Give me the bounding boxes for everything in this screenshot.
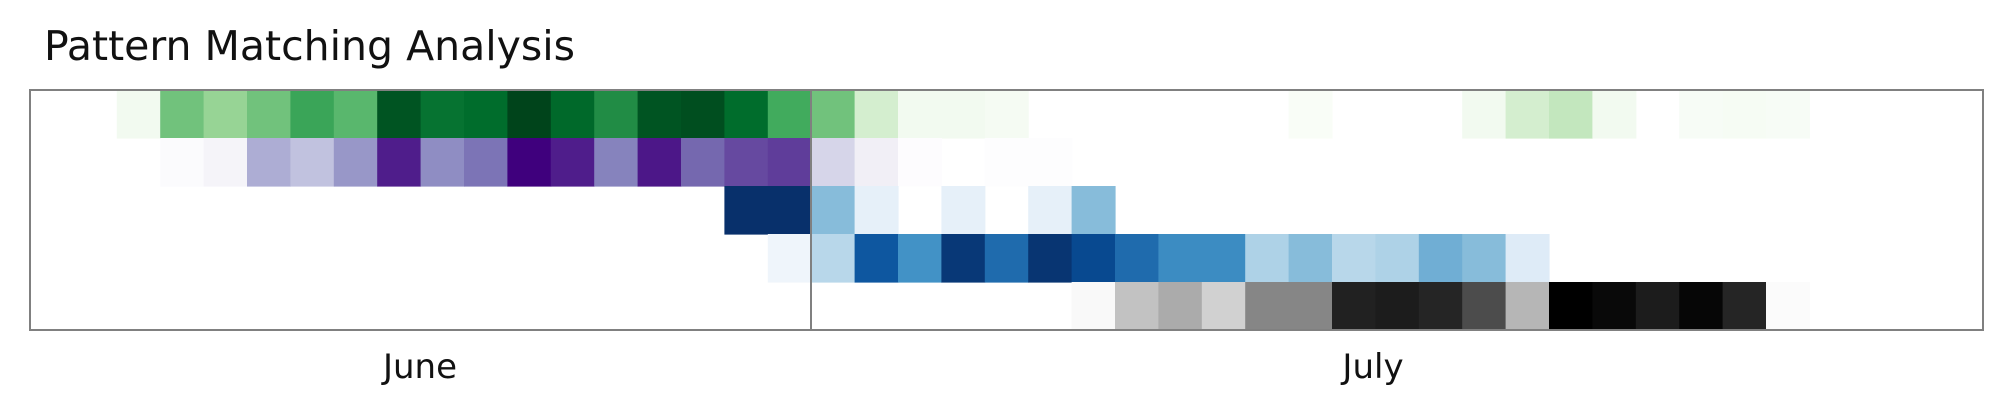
heatmap-cell-r1-c10	[464, 138, 508, 187]
heatmap-cell-r4-c25	[1115, 282, 1159, 331]
heatmap-cell-r0-c8	[377, 90, 422, 139]
heatmap-cells	[116, 90, 1810, 331]
chart-title: Pattern Matching Analysis	[44, 22, 575, 70]
heatmap-cell-r0-c10	[464, 90, 508, 139]
heatmap-cell-r1-c4	[203, 138, 248, 187]
heatmap-cell-r0-c21	[941, 90, 986, 139]
heatmap-cell-r2-c17	[767, 186, 812, 235]
heatmap-cell-r0-c3	[160, 90, 205, 139]
heatmap-cell-r1-c18	[811, 138, 856, 187]
plot-frame	[29, 89, 1984, 331]
x-label-june: June	[381, 347, 457, 387]
heatmap-cell-r1-c5	[247, 138, 291, 187]
heatmap-cell-r4-c27	[1201, 282, 1246, 331]
heatmap-cell-r1-c7	[333, 138, 378, 187]
heatmap-cell-r0-c29	[1288, 90, 1333, 139]
heatmap-cell-r1-c19	[854, 138, 899, 187]
heatmap-cell-r3-c24	[1071, 234, 1116, 283]
heatmap-cell-r4-c26	[1158, 282, 1203, 331]
heatmap-cell-r3-c34	[1505, 234, 1550, 283]
heatmap-cell-r4-c31	[1375, 282, 1420, 331]
heatmap-cell-r2-c19	[854, 186, 899, 235]
heatmap-cell-r3-c26	[1158, 234, 1203, 283]
heatmap-cell-r3-c17	[767, 234, 812, 283]
heatmap-cell-r1-c13	[594, 138, 639, 187]
heatmap-cell-r4-c36	[1592, 282, 1637, 331]
heatmap-cell-r0-c12	[550, 90, 595, 139]
heatmap-cell-r3-c25	[1115, 234, 1159, 283]
heatmap-cell-r4-c32	[1418, 282, 1463, 331]
heatmap-cell-r1-c17	[767, 138, 812, 187]
heatmap-cell-r4-c28	[1245, 282, 1290, 331]
heatmap-cell-r3-c22	[984, 234, 1029, 283]
heatmap-cell-r3-c32	[1418, 234, 1463, 283]
heatmap-cell-r0-c34	[1505, 90, 1550, 139]
heatmap-cell-r3-c30	[1332, 234, 1376, 283]
heatmap-cell-r1-c9	[420, 138, 465, 187]
heatmap-cell-r0-c33	[1462, 90, 1507, 139]
heatmap-cell-r2-c24	[1071, 186, 1116, 235]
heatmap-cell-r4-c34	[1505, 282, 1550, 331]
heatmap-cell-r0-c9	[420, 90, 465, 139]
heatmap-cell-r0-c11	[507, 90, 552, 139]
heatmap-cell-r4-c30	[1332, 282, 1376, 331]
heatmap-cell-r0-c39	[1722, 90, 1767, 139]
heatmap-cell-r1-c8	[377, 138, 422, 187]
heatmap-cell-r0-c36	[1592, 90, 1637, 139]
heatmap-cell-r3-c20	[898, 234, 942, 283]
heatmap-cell-r3-c19	[854, 234, 899, 283]
heatmap-cell-r1-c11	[507, 138, 552, 187]
heatmap-cell-r0-c40	[1766, 90, 1810, 139]
heatmap-cell-r0-c35	[1549, 90, 1593, 139]
heatmap-cell-r4-c39	[1722, 282, 1767, 331]
heatmap-cell-r3-c28	[1245, 234, 1290, 283]
heatmap-cell-r0-c14	[637, 90, 682, 139]
heatmap-cell-r1-c6	[290, 138, 335, 187]
heatmap-cell-r0-c6	[290, 90, 335, 139]
heatmap-cell-r3-c29	[1288, 234, 1333, 283]
heatmap-cell-r0-c15	[681, 90, 725, 139]
heatmap-cell-r4-c38	[1679, 282, 1724, 331]
heatmap-cell-r2-c21	[941, 186, 986, 235]
heatmap-cell-r1-c20	[898, 138, 942, 187]
heatmap-cell-r0-c22	[984, 90, 1029, 139]
heatmap-cell-r2-c18	[811, 186, 856, 235]
heatmap-cell-r1-c23	[1028, 138, 1073, 187]
heatmap-cell-r1-c22	[984, 138, 1029, 187]
heatmap-cell-r0-c17	[767, 90, 812, 139]
heatmap-cell-r4-c37	[1635, 282, 1680, 331]
heatmap-cell-r0-c16	[724, 90, 769, 139]
heatmap-cell-r0-c5	[247, 90, 291, 139]
heatmap-cell-r1-c15	[681, 138, 725, 187]
heatmap-cell-r1-c12	[550, 138, 595, 187]
heatmap-cell-r3-c18	[811, 234, 856, 283]
heatmap-cell-r0-c13	[594, 90, 639, 139]
heatmap-cell-r1-c3	[160, 138, 205, 187]
heatmap-cell-r4-c40	[1766, 282, 1810, 331]
heatmap-cell-r3-c21	[941, 234, 986, 283]
heatmap-cell-r0-c4	[203, 90, 248, 139]
heatmap-cell-r4-c24	[1071, 282, 1116, 331]
heatmap-cell-r3-c27	[1201, 234, 1246, 283]
heatmap-cell-r4-c29	[1288, 282, 1333, 331]
heatmap-cell-r1-c14	[637, 138, 682, 187]
heatmap-cell-r0-c18	[811, 90, 856, 139]
heatmap-cell-r3-c23	[1028, 234, 1073, 283]
heatmap-cell-r2-c16	[724, 186, 769, 235]
heatmap-cell-r3-c33	[1462, 234, 1507, 283]
heatmap-cell-r0-c7	[333, 90, 378, 139]
x-label-july: July	[1340, 347, 1403, 387]
heatmap-cell-r4-c35	[1549, 282, 1593, 331]
heatmap-cell-r4-c33	[1462, 282, 1507, 331]
heatmap-cell-r0-c20	[898, 90, 942, 139]
heatmap-cell-r1-c16	[724, 138, 769, 187]
heatmap-cell-r0-c2	[116, 90, 161, 139]
heatmap-cell-r3-c31	[1375, 234, 1420, 283]
heatmap-cell-r0-c38	[1679, 90, 1724, 139]
heatmap-cell-r2-c23	[1028, 186, 1073, 235]
heatmap-cell-r0-c19	[854, 90, 899, 139]
